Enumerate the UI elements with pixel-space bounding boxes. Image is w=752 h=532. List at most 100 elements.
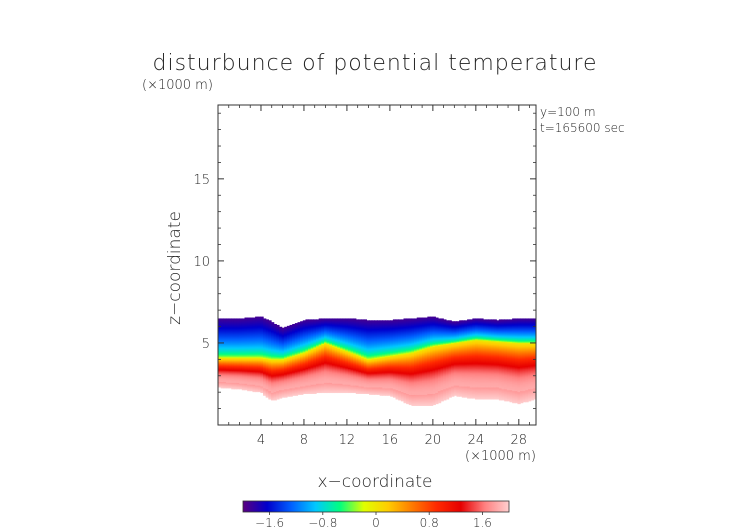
field-cell <box>382 361 386 364</box>
field-cell <box>316 387 320 390</box>
field-cell <box>361 348 365 351</box>
field-cell <box>308 381 312 383</box>
field-cell <box>276 364 280 367</box>
field-cell <box>289 356 293 358</box>
field-cell <box>247 367 251 369</box>
field-cell <box>294 332 299 334</box>
field-cell <box>318 324 322 326</box>
field-cell <box>278 347 283 349</box>
field-cell <box>355 356 360 358</box>
field-cell <box>225 382 230 384</box>
field-cell <box>252 363 256 366</box>
field-cell <box>324 329 328 332</box>
field-cell <box>284 336 288 339</box>
field-cell <box>289 379 293 382</box>
field-cell <box>345 357 349 359</box>
field-cell <box>313 348 317 351</box>
field-cell <box>324 370 328 372</box>
field-cell <box>331 324 336 326</box>
field-cell <box>260 373 264 375</box>
field-cell <box>220 355 224 357</box>
field-cell <box>260 375 264 378</box>
field-cell <box>305 341 309 344</box>
field-cell <box>247 350 251 353</box>
field-cell <box>223 324 227 327</box>
field-cell <box>284 386 288 389</box>
field-cell <box>366 392 370 394</box>
field-cell <box>228 323 232 325</box>
field-cell <box>374 393 378 395</box>
field-cell <box>289 326 293 329</box>
field-cell <box>326 361 330 364</box>
field-cell <box>284 373 288 375</box>
field-cell <box>257 334 261 336</box>
field-cell <box>305 325 309 328</box>
field-cell <box>273 371 277 373</box>
field-cell <box>276 367 280 369</box>
temperature-field <box>218 316 536 406</box>
field-cell <box>247 375 251 378</box>
field-cell <box>278 386 283 389</box>
field-cell <box>358 355 362 357</box>
field-cell <box>339 361 344 364</box>
field-cell <box>260 367 264 369</box>
field-cell <box>347 334 352 336</box>
field-cell <box>249 375 254 378</box>
field-cell <box>220 319 224 321</box>
field-cell <box>363 336 367 339</box>
field-cell <box>268 328 272 331</box>
field-cell <box>326 351 330 354</box>
field-cell <box>369 348 373 351</box>
field-cell <box>355 351 360 354</box>
field-cell <box>255 332 259 334</box>
field-cell <box>308 360 312 362</box>
field-cell <box>294 338 299 341</box>
field-cell <box>337 328 341 331</box>
field-cell <box>310 352 314 355</box>
field-cell <box>228 343 232 345</box>
field-cell <box>358 373 362 376</box>
field-cell <box>347 324 352 327</box>
field-cell <box>218 384 222 386</box>
field-cell <box>382 336 386 339</box>
field-cell <box>374 341 378 344</box>
field-cell <box>218 330 222 332</box>
field-cell <box>337 388 341 391</box>
field-cell <box>321 350 325 353</box>
field-cell <box>313 390 317 393</box>
field-cell <box>329 356 333 358</box>
field-cell <box>316 333 320 335</box>
field-cell <box>353 385 357 388</box>
field-cell <box>294 392 299 394</box>
field-cell <box>252 355 256 357</box>
field-cell <box>268 389 272 392</box>
field-cell <box>379 330 383 332</box>
field-cell <box>284 380 288 382</box>
field-cell <box>347 383 352 385</box>
field-cell <box>218 324 222 327</box>
field-cell <box>358 345 362 347</box>
field-cell <box>324 346 328 348</box>
field-cell <box>371 339 375 342</box>
field-cell <box>329 360 333 362</box>
field-cell <box>310 324 314 326</box>
field-cell <box>339 333 344 335</box>
field-cell <box>268 350 272 353</box>
field-cell <box>313 380 317 382</box>
field-cell <box>233 323 238 325</box>
field-cell <box>244 346 248 348</box>
field-cell <box>369 345 373 347</box>
field-cell <box>220 385 224 388</box>
field-cell <box>363 341 367 344</box>
field-cell <box>278 349 283 352</box>
field-cell <box>271 357 275 359</box>
field-cell <box>355 348 360 350</box>
field-cell <box>313 320 317 322</box>
field-cell <box>379 388 383 391</box>
field-cell <box>321 382 325 384</box>
field-cell <box>286 337 291 340</box>
field-cell <box>324 385 328 387</box>
field-cell <box>310 336 314 339</box>
field-cell <box>366 360 370 362</box>
field-cell <box>347 353 352 356</box>
